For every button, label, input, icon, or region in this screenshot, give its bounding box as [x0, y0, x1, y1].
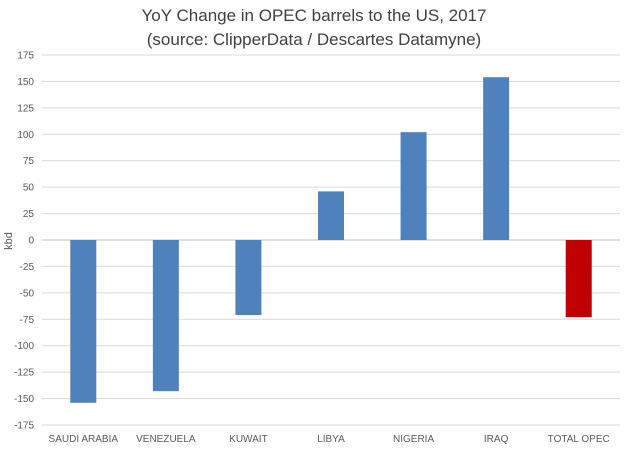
y-tick-label: -75 [20, 315, 35, 326]
chart-subtitle: (source: ClipperData / Descartes Datamyn… [147, 30, 481, 49]
y-tick-label: 150 [17, 77, 34, 88]
gridlines [42, 54, 620, 426]
y-tick-label: 50 [23, 183, 35, 194]
bar-saudi-arabia [70, 240, 97, 403]
category-label: NIGERIA [393, 434, 434, 445]
y-tick-label: -25 [20, 262, 35, 273]
y-tick-label: -150 [14, 394, 34, 405]
y-tick-label: 100 [17, 130, 34, 141]
category-label: VENEZUELA [136, 434, 196, 445]
bars [70, 77, 592, 403]
y-tick-label: -125 [14, 368, 34, 379]
y-tick-label: 125 [17, 103, 34, 114]
category-label: IRAQ [484, 434, 509, 445]
category-label: TOTAL OPEC [548, 434, 610, 445]
category-label: KUWAIT [229, 434, 268, 445]
y-tick-label: 0 [28, 236, 34, 247]
y-tick-label: 75 [23, 156, 35, 167]
y-tick-label: -100 [14, 341, 34, 352]
y-axis-label: kbd [3, 232, 15, 250]
chart-title: YoY Change in OPEC barrels to the US, 20… [142, 6, 487, 25]
y-tick-label: 175 [17, 51, 34, 62]
bar-nigeria [400, 132, 427, 240]
y-tick-label: -50 [20, 288, 35, 299]
bar-iraq [483, 77, 510, 240]
y-tick-labels: 175 150 125 100 75 50 25 0 -25 -50 -75 -100 -125 -150… [14, 51, 34, 432]
bar-venezuela [152, 240, 179, 392]
category-label: LIBYA [317, 434, 345, 445]
y-tick-label: 25 [23, 209, 35, 220]
category-label: SAUDI ARABIA [49, 434, 119, 445]
category-labels: SAUDI ARABIA VENEZUELA KUWAIT LIBYA NIGERIA I… [49, 434, 610, 445]
y-tick-label: -175 [14, 421, 34, 432]
bar-libya [318, 191, 344, 240]
bar-total-opec [565, 240, 592, 318]
bar-kuwait [235, 240, 262, 316]
